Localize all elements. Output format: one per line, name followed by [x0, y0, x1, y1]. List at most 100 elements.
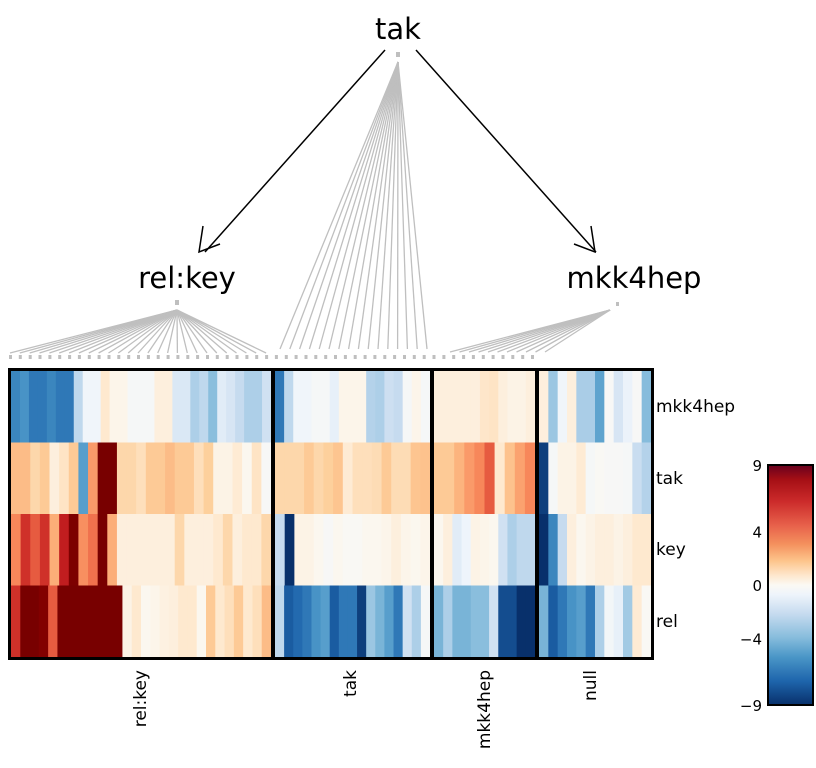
arrowhead-relkey-icon [198, 225, 221, 254]
heatmap-group-frames [8, 368, 654, 660]
leaf-edge [166, 309, 178, 354]
leaf-marker [68, 355, 72, 359]
leaf-edge [176, 309, 267, 354]
edge-tak-to-mkk4hep [415, 49, 597, 253]
heatmap-cell [141, 585, 151, 658]
heatmap-cell [97, 442, 108, 515]
heatmap-cell [366, 585, 376, 658]
leaf-marker [304, 355, 308, 359]
heatmap-cell [109, 371, 120, 443]
leaf-marker [9, 355, 12, 359]
heatmap-cell [253, 371, 263, 443]
heatmap-cell [548, 371, 559, 443]
heatmap-cell [174, 442, 185, 515]
leaf-edge [176, 309, 247, 354]
leaf-marker [265, 355, 269, 359]
edge-tak-to-relkey [204, 49, 386, 253]
heatmap-cell [525, 371, 536, 443]
heatmap-cell [641, 585, 652, 658]
heatmap-cell [516, 371, 527, 443]
heatmap-cell [20, 585, 31, 658]
col-label: tak [341, 670, 361, 697]
heatmap-cell [632, 371, 643, 443]
heatmap-cell [232, 442, 243, 515]
heatmap-cell [37, 371, 48, 443]
leaf-marker [442, 355, 446, 359]
heatmap-cell [375, 371, 386, 443]
heatmap-cell [172, 371, 182, 443]
heatmap-cell [136, 514, 147, 586]
heatmap-cell [411, 371, 422, 443]
heatmap-cell [352, 514, 363, 586]
heatmap-cell [400, 514, 412, 586]
leaf-marker [491, 355, 495, 359]
heatmap-cell [452, 585, 463, 658]
heatmap-cell [420, 371, 431, 443]
heatmap-cell [479, 514, 490, 586]
leaf-marker [48, 355, 52, 359]
leaf-marker [245, 355, 249, 359]
heatmap-cell [107, 514, 118, 586]
heatmap-cell [498, 371, 509, 443]
heatmap-cell [613, 514, 624, 586]
leaf-marker [471, 355, 475, 359]
colorbar-tick-label: 9 [752, 457, 762, 475]
heatmap-cell [474, 442, 486, 515]
heatmap-cell [103, 585, 114, 658]
heatmap-cell [136, 442, 147, 515]
heatmap-cell [342, 514, 354, 586]
heatmap-cell [55, 371, 66, 443]
heatmap-cell [567, 442, 577, 515]
leaf-marker [77, 355, 81, 359]
heatmap-cell [604, 585, 615, 658]
heatmap-cell [145, 371, 156, 443]
leaf-marker [521, 355, 525, 359]
leaf-marker [363, 355, 367, 359]
heatmap-cell [484, 442, 496, 515]
heatmap-cell [420, 514, 431, 586]
leaf-edge [176, 309, 237, 354]
colorbar-tick-label: 0 [752, 577, 762, 595]
heatmap-cell [311, 585, 322, 658]
leaf-marker [531, 355, 534, 359]
heatmap-cell [313, 442, 325, 515]
heatmap-cell [203, 514, 214, 586]
heatmap-cell [155, 514, 166, 586]
heatmap-cell [159, 585, 170, 658]
heatmap-cell [97, 514, 108, 586]
leaf-marker [383, 355, 387, 359]
heatmap-cell [199, 371, 209, 443]
column-group-labels: rel:key tak mkk4hep null [131, 670, 601, 749]
heatmap-cell [333, 514, 344, 586]
heatmap-cell [516, 585, 527, 658]
leaf-marker [462, 355, 466, 359]
heatmap-cell [613, 371, 624, 443]
heatmap-cell [252, 585, 263, 658]
heatmap-cell [154, 371, 165, 443]
heatmap-cell [100, 371, 111, 443]
heatmap-cell [118, 371, 129, 443]
heatmap-cell [165, 442, 176, 515]
leaf-marker [146, 355, 150, 359]
leaf-edge [157, 309, 178, 354]
heatmap-cell [208, 371, 218, 443]
heatmap-cell [604, 514, 615, 586]
heatmap-cell [193, 442, 205, 515]
leaf-marker [137, 355, 140, 359]
heatmap-cell [470, 585, 481, 658]
leaf-marker [107, 355, 111, 359]
row-label: rel [656, 612, 678, 632]
heatmap-cell [126, 442, 137, 515]
heatmap-cell [443, 514, 453, 586]
heatmap-cell [585, 585, 596, 658]
node-tak: tak [375, 12, 421, 46]
heatmap-cell [384, 585, 395, 658]
tree-edges [198, 49, 597, 254]
heatmap-cell [91, 371, 102, 443]
leaf-marker [196, 355, 200, 359]
heatmap-cell [320, 585, 331, 658]
heatmap-cell [567, 585, 577, 658]
node-anchor [616, 302, 619, 306]
heatmap-cell [576, 442, 587, 515]
leaf-edge [397, 61, 418, 350]
